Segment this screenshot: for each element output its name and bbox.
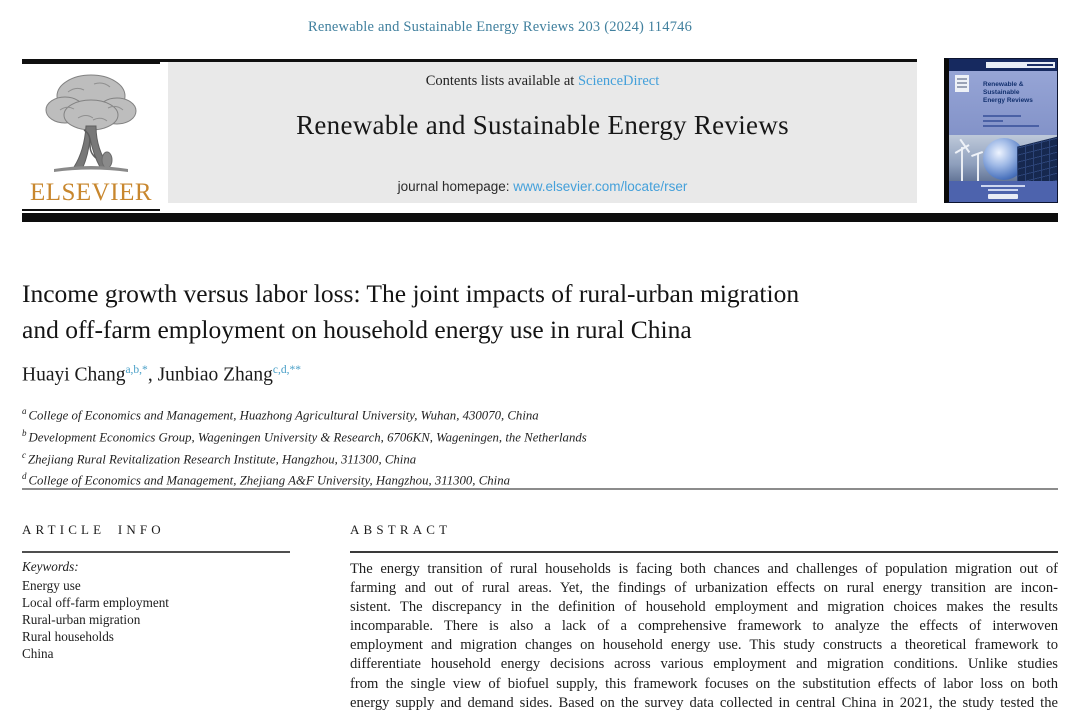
abstract-line: incomparable. There is also a lack of a … — [350, 618, 1058, 635]
journal-citation: Renewable and Sustainable Energy Reviews… — [307, 19, 693, 35]
affiliation-row: b Development Economics Group, Wageningen… — [22, 427, 587, 445]
cover-bottom-band — [949, 181, 1057, 202]
keyword-item: Energy use — [22, 578, 81, 593]
cover-mini-logo — [955, 75, 969, 92]
elsevier-tree-icon — [45, 74, 137, 172]
sciencedirect-link[interactable]: ScienceDirect — [577, 73, 660, 89]
author-affiliation-marks: a,b,* — [125, 364, 148, 376]
keywords-list: Energy use Local off-farm employment Rur… — [22, 577, 169, 662]
keyword-item: China — [22, 646, 54, 661]
header-divider-bar — [22, 213, 1058, 222]
cover-subline — [983, 120, 1003, 122]
abstract-line: The energy transition of rural household… — [350, 561, 1058, 577]
section-divider-rule — [22, 488, 1058, 490]
article-info-heading: ARTICLE INFO — [22, 522, 165, 537]
affiliation-row: a College of Economics and Management, Hu… — [22, 406, 539, 423]
cover-subline — [983, 115, 1021, 117]
author-separator: , — [147, 364, 158, 386]
author-name: Huayi Chang — [22, 364, 126, 386]
author-list: Huayi Changa,b,*, Junbiao Zhangc,d,** — [22, 364, 301, 387]
abstract-line: from the single view of biofuel supply, … — [350, 675, 1058, 692]
abstract-line: sistent. The discrepancy in the definiti… — [350, 599, 1058, 616]
contents-line: Contents lists available at ScienceDirec… — [168, 73, 917, 90]
homepage-url-link[interactable]: www.elsevier.com/locate/rser — [513, 179, 688, 194]
author-affiliation-marks: c,d,** — [272, 364, 302, 376]
cover-title: Renewable & Sustainable Energy Reviews — [983, 81, 1033, 104]
cover-publisher-pill — [988, 194, 1018, 199]
elsevier-logo-block: ELSEVIER — [22, 62, 160, 211]
elsevier-wordmark: ELSEVIER — [29, 179, 153, 206]
article-title-line2: and off-farm employment on household ene… — [22, 315, 692, 344]
affiliation-list: a College of Economics and Management, Hu… — [22, 403, 587, 490]
author-name: Junbiao Zhang — [157, 364, 273, 386]
article-info-rule — [22, 551, 290, 553]
keywords-label: Keywords: — [22, 559, 79, 574]
header-top-rule — [22, 59, 917, 62]
homepage-prefix: journal homepage: — [397, 179, 514, 194]
contents-prefix: Contents lists available at — [425, 73, 578, 89]
keyword-item: Local off-farm employment — [22, 595, 169, 610]
article-title-line1: Income growth versus labor loss: The joi… — [22, 279, 800, 308]
journal-banner: Contents lists available at ScienceDirec… — [168, 62, 917, 203]
abstract-line: energy supply and demand sides. Based on… — [350, 694, 1058, 711]
abstract-heading: ABSTRACT — [350, 522, 452, 537]
article-title: Income growth versus labor loss: The joi… — [22, 276, 1032, 348]
journal-cover-thumbnail: Renewable & Sustainable Energy Reviews — [944, 58, 1058, 203]
abstract-line: differentiate household energy decisions… — [350, 656, 1058, 673]
abstract-line: farming and out of rural areas. Yet, the… — [350, 580, 1058, 597]
abstract-text: The energy transition of rural household… — [350, 560, 1058, 713]
cover-top-strip — [985, 62, 1055, 68]
affiliation-row: d College of Economics and Management, Zh… — [22, 471, 510, 488]
cover-photo-montage — [949, 135, 1057, 191]
abstract-rule — [350, 551, 1058, 553]
cover-subline — [983, 125, 1039, 127]
homepage-line: journal homepage: www.elsevier.com/locat… — [168, 179, 917, 194]
journal-title: Renewable and Sustainable Energy Reviews — [296, 110, 789, 140]
affiliation-row: c Zhejiang Rural Revitalization Research … — [22, 449, 417, 466]
abstract-line: employment and migration changes on hous… — [350, 637, 1058, 654]
keyword-item: Rural-urban migration — [22, 612, 141, 627]
keyword-item: Rural households — [22, 629, 114, 644]
